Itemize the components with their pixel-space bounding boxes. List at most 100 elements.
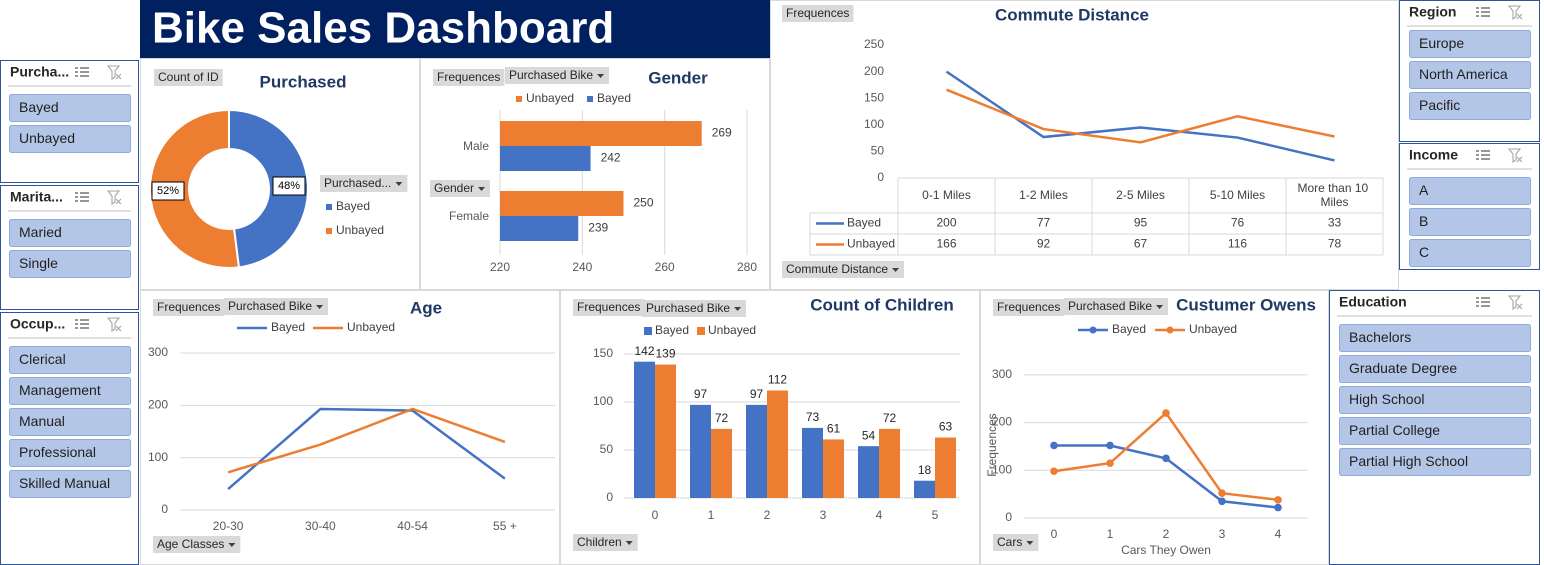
slicer-item-label[interactable]: Skilled Manual: [19, 475, 110, 491]
field-button[interactable]: [642, 300, 747, 317]
field-button[interactable]: [573, 299, 645, 316]
slicer-item-label[interactable]: Pacific: [1419, 97, 1460, 113]
slicer-item[interactable]: [9, 377, 131, 405]
field-button[interactable]: [224, 298, 329, 315]
slicer-item[interactable]: [9, 125, 131, 153]
multi-select-icon[interactable]: [75, 192, 89, 202]
field-button-label[interactable]: Children: [577, 535, 622, 549]
field-button[interactable]: [433, 69, 505, 86]
slicer-item[interactable]: [1409, 92, 1531, 120]
clear-filter-icon[interactable]: [1507, 148, 1523, 164]
field-button[interactable]: [154, 69, 223, 86]
field-button-label[interactable]: Purchased Bike: [646, 301, 730, 315]
x-tick-label: 3: [1219, 527, 1226, 541]
field-button-label[interactable]: Gender: [434, 181, 474, 195]
multi-select-icon[interactable]: [1476, 7, 1490, 17]
slicer-item[interactable]: [9, 470, 131, 498]
field-button-label[interactable]: Frequences: [786, 6, 849, 20]
field-button-label[interactable]: Purchased Bike: [228, 299, 312, 313]
multi-select-icon[interactable]: [75, 319, 89, 329]
field-button[interactable]: [505, 67, 610, 84]
slicer-item-label[interactable]: Europe: [1419, 35, 1464, 51]
slicer-item[interactable]: [9, 439, 131, 467]
clear-filter-icon[interactable]: [1507, 295, 1523, 311]
slicer-item-label[interactable]: Professional: [19, 444, 96, 460]
slicer-item[interactable]: [9, 346, 131, 374]
clear-filter-icon[interactable]: [1507, 5, 1523, 21]
slicer-item[interactable]: [9, 94, 131, 122]
dropdown-arrow[interactable]: [395, 182, 403, 186]
slicer-item-label[interactable]: Bachelors: [1349, 329, 1411, 345]
field-button[interactable]: [153, 299, 225, 316]
slicer-item-label[interactable]: Management: [19, 382, 101, 398]
slicer-item-label[interactable]: B: [1419, 213, 1428, 229]
slicer-item-label[interactable]: A: [1419, 182, 1429, 198]
field-button-label[interactable]: Commute Distance: [786, 262, 888, 276]
slicer-item[interactable]: [1409, 177, 1531, 205]
slicer-item[interactable]: [1409, 208, 1531, 236]
slicer-item-label[interactable]: Partial College: [1349, 422, 1440, 438]
field-button-label[interactable]: Cars: [997, 535, 1022, 549]
slicer-item-label[interactable]: Maried: [19, 224, 62, 240]
slicer-title: Occup...: [10, 316, 65, 332]
dropdown-arrow[interactable]: [478, 187, 486, 191]
field-button-label[interactable]: Frequences: [577, 300, 640, 314]
slicer-item-label[interactable]: High School: [1349, 391, 1425, 407]
slicer-item[interactable]: [9, 250, 131, 278]
point-marker: [1106, 459, 1114, 467]
slicer-item[interactable]: [9, 408, 131, 436]
slicer-item-label[interactable]: Unbayed: [19, 130, 75, 146]
field-button[interactable]: [1064, 298, 1169, 315]
dropdown-arrow[interactable]: [625, 541, 633, 545]
clear-filter-icon[interactable]: [106, 317, 122, 333]
slicer-item[interactable]: [1409, 30, 1531, 58]
slicer-item-label[interactable]: Bayed: [19, 99, 59, 115]
slicer-item-label[interactable]: Partial High School: [1349, 453, 1468, 469]
field-button-label[interactable]: Frequences: [437, 70, 500, 84]
dropdown-arrow[interactable]: [734, 307, 742, 311]
field-button[interactable]: [993, 299, 1065, 316]
field-button[interactable]: [993, 534, 1039, 551]
bar: [690, 404, 711, 498]
slicer-item[interactable]: [1339, 355, 1531, 383]
dropdown-arrow[interactable]: [228, 543, 236, 547]
slicer-item-label[interactable]: Single: [19, 255, 58, 271]
field-button[interactable]: [153, 536, 241, 553]
slicer-item-label[interactable]: Graduate Degree: [1349, 360, 1457, 376]
field-button-label[interactable]: Purchased Bike: [1068, 299, 1152, 313]
field-button[interactable]: [573, 534, 638, 551]
slicer-item[interactable]: [1409, 239, 1531, 267]
field-button[interactable]: [320, 175, 408, 192]
slicer-item-label[interactable]: Manual: [19, 413, 65, 429]
clear-filter-icon[interactable]: [106, 65, 122, 81]
dropdown-arrow[interactable]: [1026, 541, 1034, 545]
slicer-item-label[interactable]: Clerical: [19, 351, 66, 367]
slicer-item[interactable]: [1339, 448, 1531, 476]
field-button-label[interactable]: Purchased...: [324, 176, 391, 190]
multi-select-icon[interactable]: [75, 67, 89, 77]
slicer-item-label[interactable]: North America: [1419, 66, 1508, 82]
slicer-item[interactable]: [1339, 324, 1531, 352]
clear-filter-icon[interactable]: [106, 190, 122, 206]
slicer-item[interactable]: [9, 219, 131, 247]
data-label: 112: [768, 373, 787, 387]
slicer-item-label[interactable]: C: [1419, 244, 1429, 260]
dropdown-arrow[interactable]: [1156, 305, 1164, 309]
multi-select-icon[interactable]: [1476, 297, 1490, 307]
bar: [914, 480, 935, 498]
field-button[interactable]: [782, 5, 854, 22]
field-button-label[interactable]: Count of ID: [158, 70, 219, 84]
field-button-label[interactable]: Age Classes: [157, 537, 224, 551]
slicer-item[interactable]: [1339, 386, 1531, 414]
dropdown-arrow[interactable]: [316, 305, 324, 309]
field-button-label[interactable]: Frequences: [997, 300, 1060, 314]
multi-select-icon[interactable]: [1476, 150, 1490, 160]
field-button[interactable]: [782, 261, 905, 278]
field-button-label[interactable]: Frequences: [157, 300, 220, 314]
dropdown-arrow[interactable]: [892, 268, 900, 272]
field-button[interactable]: [430, 180, 491, 197]
dropdown-arrow[interactable]: [597, 74, 605, 78]
slicer-item[interactable]: [1339, 417, 1531, 445]
slicer-item[interactable]: [1409, 61, 1531, 89]
field-button-label[interactable]: Purchased Bike: [509, 68, 593, 82]
